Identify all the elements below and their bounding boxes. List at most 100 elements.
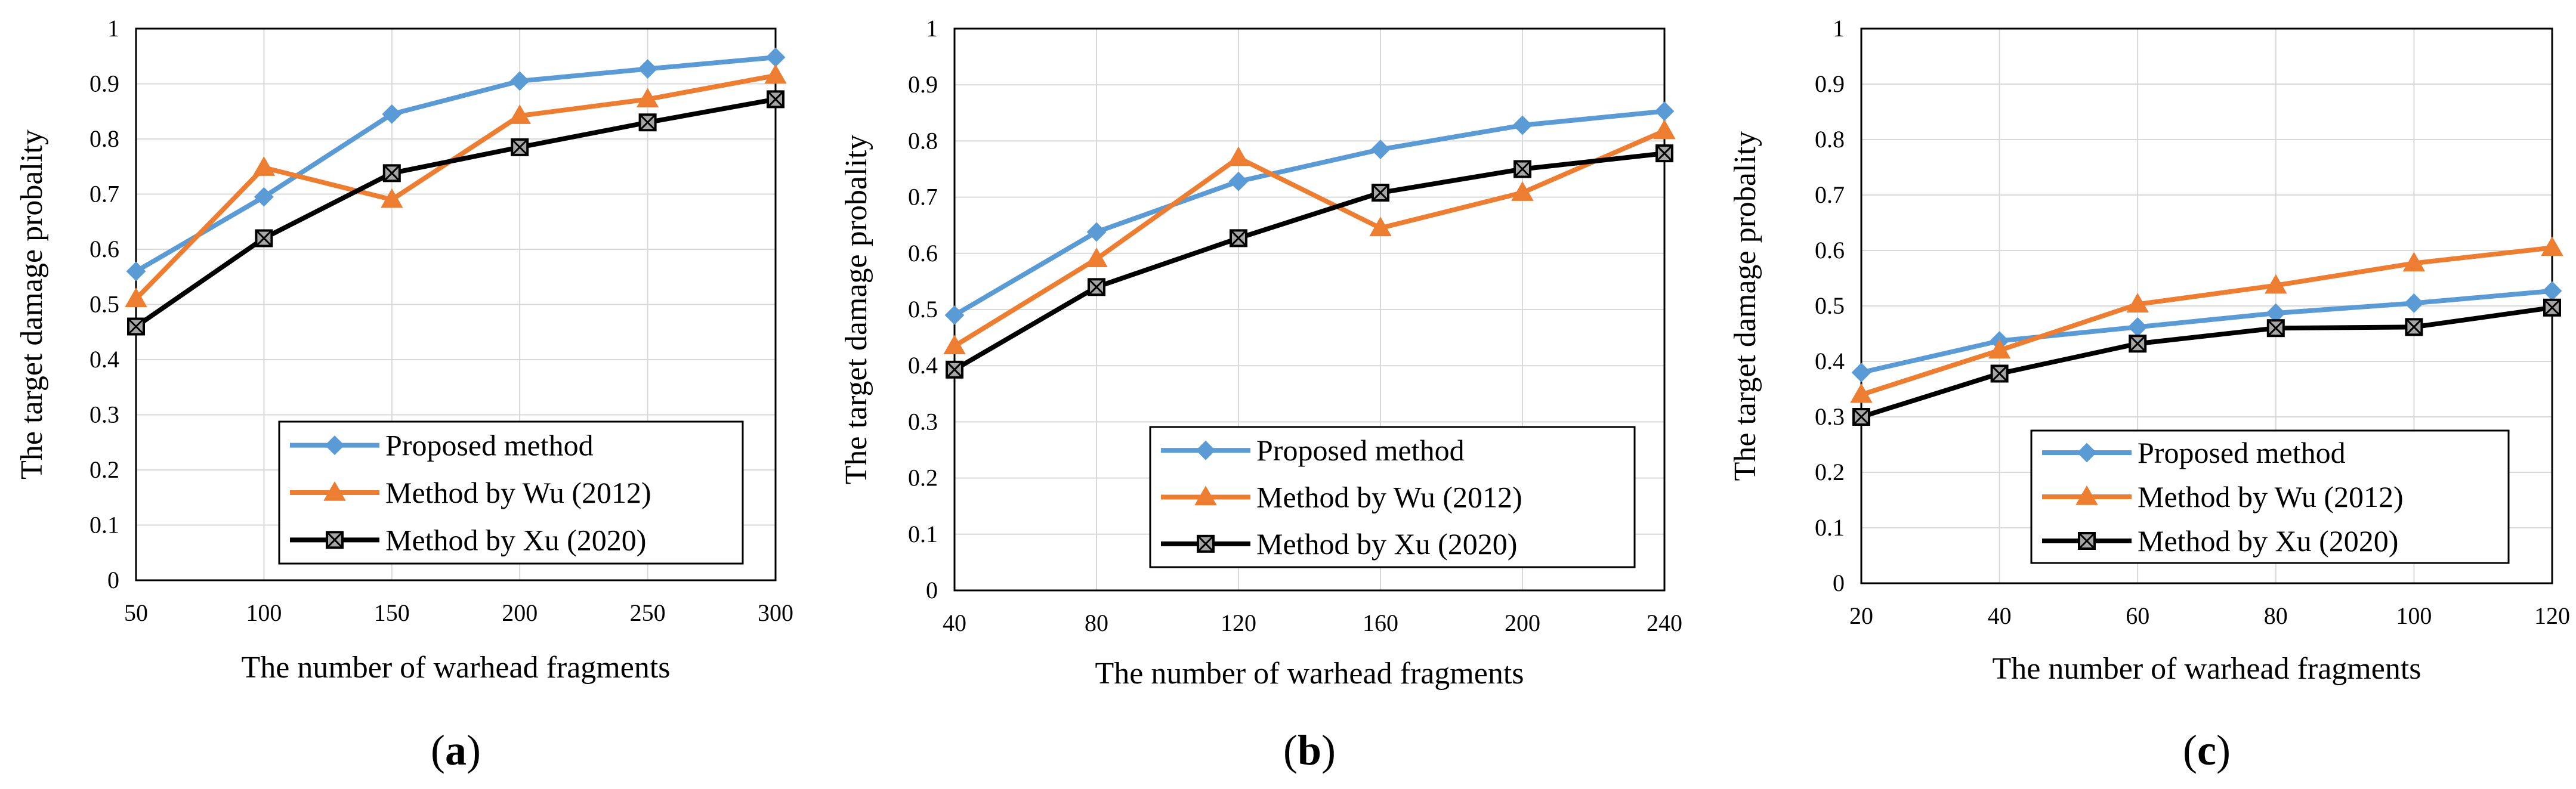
y-tick-label: 0 xyxy=(107,567,119,593)
y-tick-label: 1 xyxy=(107,15,119,42)
x-axis-title: The number of warhead fragments xyxy=(1095,657,1524,691)
x-tick-label: 40 xyxy=(1988,602,2012,629)
data-point xyxy=(382,104,402,124)
marker-x-stroke xyxy=(127,318,145,335)
chart-panel-b: 0 0.1 0.2 0.3 0.4 0.5 0.6 0.7 0.8 0.9 1 40 80 120 160 2… xyxy=(839,15,1682,774)
data-point xyxy=(946,360,963,379)
data-point xyxy=(638,59,658,79)
series-line xyxy=(1860,245,2553,397)
data-point xyxy=(127,317,145,336)
y-axis-title: The target damage probality xyxy=(15,129,49,479)
y-tick-label: 0.3 xyxy=(1815,403,1845,430)
x-tick-label: 100 xyxy=(2396,602,2432,629)
data-point xyxy=(2265,274,2287,294)
series-line xyxy=(134,97,776,329)
series-line xyxy=(1860,305,2553,419)
data-point xyxy=(764,64,787,84)
y-tick-label: 0.1 xyxy=(89,512,119,539)
y-tick-label: 0 xyxy=(926,577,938,604)
x-axis-title: The number of warhead fragments xyxy=(1992,652,2421,686)
y-tick-label: 0.6 xyxy=(1815,237,1845,264)
data-point xyxy=(943,335,966,354)
marker-x-stroke xyxy=(1230,230,1247,247)
y-tick-label: 0.7 xyxy=(908,184,938,211)
series-2 xyxy=(125,64,787,307)
marker-x-stroke xyxy=(639,114,656,131)
y-tick-label: 0.8 xyxy=(89,125,119,152)
x-tick-label: 80 xyxy=(1085,609,1108,636)
x-tick-label: 200 xyxy=(1505,609,1540,636)
y-tick-label: 0.4 xyxy=(89,346,119,373)
marker-x-stroke xyxy=(255,230,273,247)
legend-entry-label: Proposed method xyxy=(2138,436,2346,469)
marker-x-stroke xyxy=(2405,318,2423,336)
data-point xyxy=(382,164,401,182)
legend-swatch-marker xyxy=(2078,532,2096,550)
legend-swatch-marker xyxy=(2075,485,2098,505)
data-point xyxy=(944,305,965,325)
legend-swatch-marker xyxy=(1194,485,1217,506)
data-point xyxy=(2541,236,2563,256)
legend-entry-label: Method by Wu (2012) xyxy=(2138,480,2404,513)
y-tick-label: 0.4 xyxy=(908,352,938,379)
y-tick-label: 0.3 xyxy=(908,408,938,435)
series-line xyxy=(953,151,1665,372)
data-point xyxy=(765,47,786,67)
x-tick-label: 300 xyxy=(758,599,793,626)
data-point xyxy=(509,71,530,91)
data-point xyxy=(1990,364,2009,383)
series-line xyxy=(953,128,1666,348)
marker-x-stroke xyxy=(1088,279,1105,296)
panel-label-paren: ) xyxy=(1321,726,1336,774)
x-tick-label: 50 xyxy=(124,599,148,626)
y-tick-label: 1 xyxy=(1833,15,1845,42)
data-point xyxy=(1369,216,1392,237)
legend-swatch-marker xyxy=(1196,440,1216,460)
y-tick-label: 0.5 xyxy=(89,291,119,318)
y-tick-label: 0.5 xyxy=(908,296,938,323)
y-tick-label: 0.5 xyxy=(1815,292,1845,319)
data-point xyxy=(1085,247,1108,267)
y-tick-label: 0 xyxy=(1833,570,1845,596)
series-3 xyxy=(127,90,784,336)
data-point xyxy=(1230,229,1247,247)
x-tick-label: 250 xyxy=(630,599,666,626)
x-tick-label: 80 xyxy=(2264,602,2288,629)
panel-label-letter: c xyxy=(2197,726,2216,774)
data-point xyxy=(1654,101,1675,121)
data-point xyxy=(1655,144,1673,163)
marker-x-stroke xyxy=(326,531,344,549)
marker-x-stroke xyxy=(1852,408,1870,426)
data-point xyxy=(511,138,529,156)
data-point xyxy=(1370,140,1391,159)
data-point xyxy=(254,187,274,207)
panel-label-letter: b xyxy=(1298,726,1321,774)
legend: Proposed method Method by Wu (2012) Method… xyxy=(278,420,744,565)
series-2 xyxy=(1850,236,2563,403)
data-point xyxy=(2405,318,2423,336)
data-point xyxy=(126,261,146,281)
data-point xyxy=(2126,293,2149,312)
marker-x-stroke xyxy=(946,361,963,378)
data-point xyxy=(381,188,403,208)
data-point xyxy=(1852,408,1870,426)
data-point xyxy=(1086,222,1107,242)
legend-entry-label: Method by Xu (2020) xyxy=(385,523,646,556)
marker-x-stroke xyxy=(511,138,529,156)
legend-swatch-marker xyxy=(1197,534,1215,553)
marker-x-stroke xyxy=(383,165,400,182)
y-tick-label: 0.7 xyxy=(1815,181,1845,208)
data-point xyxy=(636,88,659,108)
x-tick-label: 240 xyxy=(1647,609,1682,636)
y-tick-label: 0.1 xyxy=(908,521,938,547)
panel-label-paren: ( xyxy=(2183,726,2197,774)
y-tick-label: 0.1 xyxy=(1815,514,1845,541)
series-1 xyxy=(126,47,786,281)
data-point xyxy=(1851,363,1871,383)
panel-label-paren: ) xyxy=(467,726,481,774)
data-point xyxy=(125,287,147,307)
y-tick-label: 0.2 xyxy=(1815,459,1845,485)
